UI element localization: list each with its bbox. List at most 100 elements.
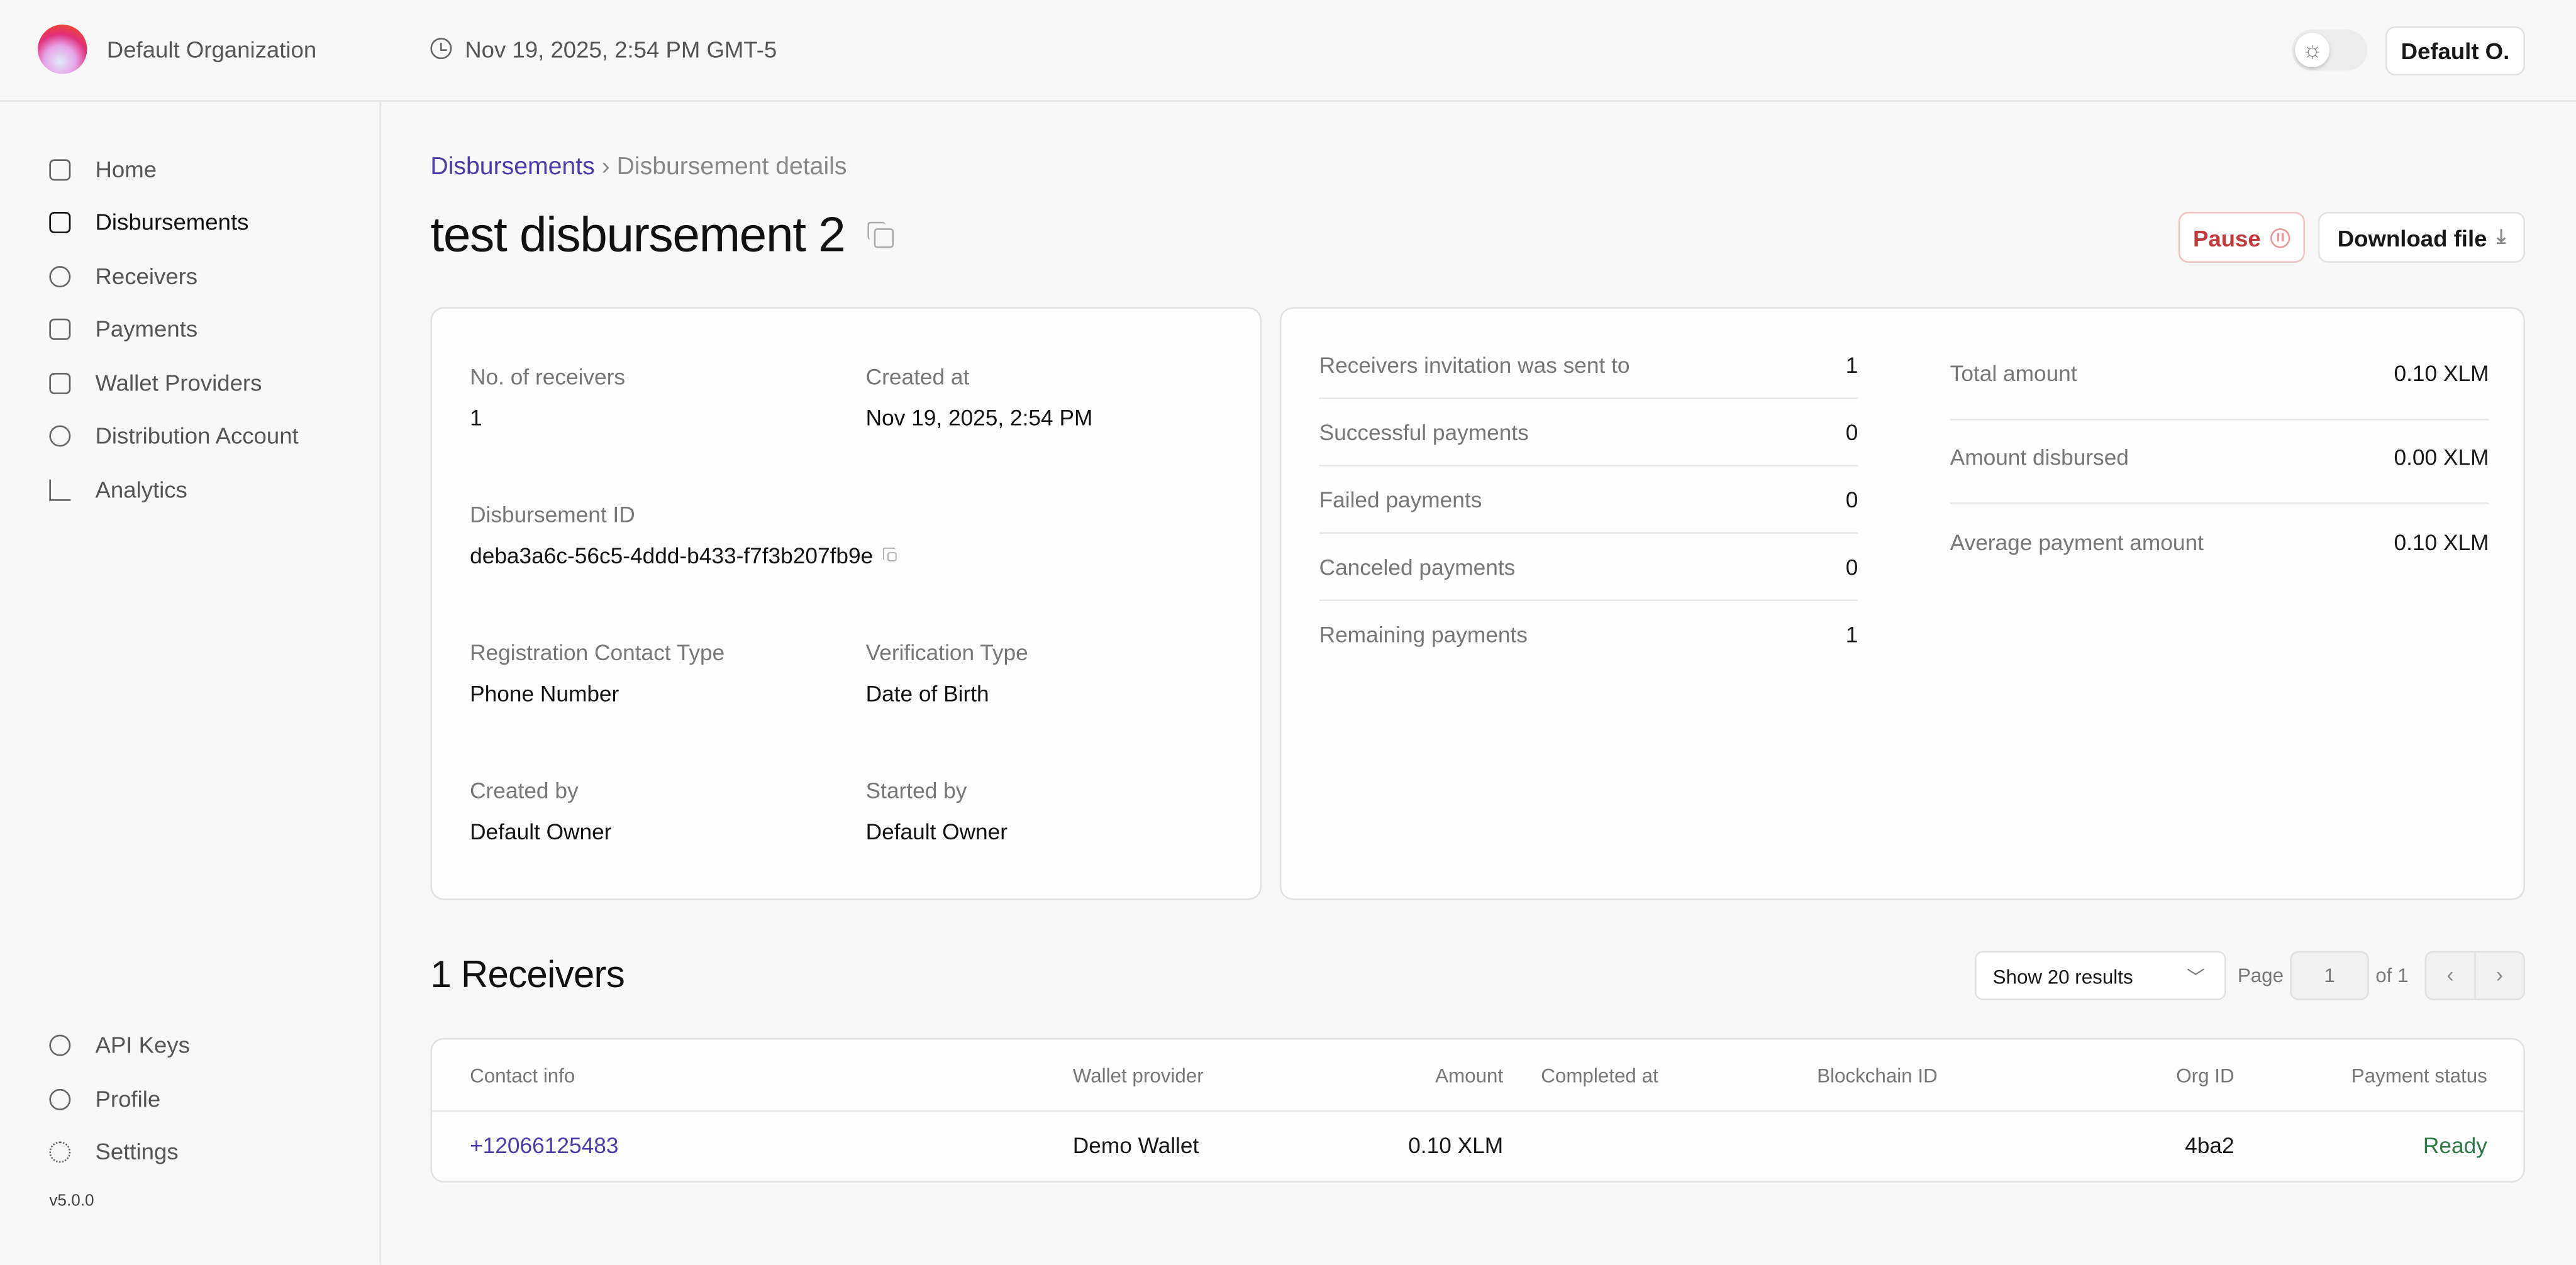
stat-value: 0 xyxy=(1845,420,1858,445)
sidebar-item-settings[interactable]: Settings xyxy=(49,1138,179,1165)
sun-icon: ☼ xyxy=(2295,33,2330,68)
column-header: Completed at xyxy=(1541,1064,1658,1088)
created-at-value: Nov 19, 2025, 2:54 PM xyxy=(865,406,1093,431)
sidebar-item-label: Wallet Providers xyxy=(95,369,262,396)
column-header: Org ID xyxy=(2176,1064,2235,1088)
home-icon xyxy=(49,158,71,180)
download-file-button[interactable]: Download file ⤓ xyxy=(2318,211,2525,263)
gear-icon xyxy=(49,1141,71,1163)
page-input[interactable]: 1 xyxy=(2290,951,2369,1000)
no-receivers-label: No. of receivers xyxy=(470,364,626,390)
amount-row: Average payment amount 0.10 XLM xyxy=(1950,531,2489,575)
stat-label: Receivers invitation was sent to xyxy=(1319,353,1630,378)
pause-icon: ıı xyxy=(2270,227,2290,248)
column-header: Amount xyxy=(1435,1064,1504,1088)
pause-label: Pause xyxy=(2192,224,2261,251)
network-icon xyxy=(49,424,71,446)
registration-contact-label: Registration Contact Type xyxy=(470,640,725,665)
breadcrumb-separator: › xyxy=(601,152,610,181)
sidebar-item-disbursements[interactable]: Disbursements xyxy=(49,209,248,235)
amount-label: Total amount xyxy=(1950,361,2077,386)
registration-contact-value: Phone Number xyxy=(470,682,619,707)
sidebar-item-label: Distribution Account xyxy=(95,422,299,449)
stat-row: Remaining payments 1 xyxy=(1319,622,1858,667)
stat-row: Receivers invitation was sent to 1 xyxy=(1319,353,1858,399)
sidebar-item-wallet-providers[interactable]: Wallet Providers xyxy=(49,370,262,396)
sidebar: Home Disbursements Receivers Payments Wa… xyxy=(0,101,382,1265)
chart-icon xyxy=(49,478,71,500)
sidebar-item-label: API Keys xyxy=(95,1031,190,1058)
sidebar-item-analytics[interactable]: Analytics xyxy=(49,476,187,503)
users-icon xyxy=(49,265,71,287)
copy-icon[interactable] xyxy=(883,548,897,562)
next-page-button[interactable]: › xyxy=(2473,951,2525,1000)
disbursement-id-label: Disbursement ID xyxy=(470,502,635,528)
page-title-wrap: test disbursement 2 xyxy=(430,209,894,265)
payment-status-badge: Ready xyxy=(2423,1133,2487,1158)
inbox-icon xyxy=(49,211,71,233)
download-icon: ⤓ xyxy=(2497,224,2506,248)
banknote-icon xyxy=(49,318,71,340)
chevron-down-icon: ﹀ xyxy=(2186,969,2205,989)
amount-label: Average payment amount xyxy=(1950,530,2204,555)
stat-label: Canceled payments xyxy=(1319,555,1516,580)
stats-card: Receivers invitation was sent to 1 Succes… xyxy=(1279,307,2525,900)
verification-type-value: Date of Birth xyxy=(865,682,989,707)
column-header: Payment status xyxy=(2351,1064,2487,1088)
stat-value: 1 xyxy=(1845,353,1858,378)
sidebar-item-home[interactable]: Home xyxy=(49,156,157,182)
wallet-provider-cell: Demo Wallet xyxy=(1072,1133,1199,1158)
stat-label: Remaining payments xyxy=(1319,622,1528,648)
verification-type-label: Verification Type xyxy=(865,640,1028,665)
amount-cell: 0.10 XLM xyxy=(1408,1133,1504,1158)
amount-value: 0.00 XLM xyxy=(2394,445,2489,470)
started-by-label: Started by xyxy=(865,778,967,804)
page-title: test disbursement 2 xyxy=(430,208,845,263)
copy-icon[interactable] xyxy=(867,221,894,248)
org-logo xyxy=(38,25,87,74)
sidebar-item-label: Profile xyxy=(95,1085,161,1112)
stat-row: Successful payments 0 xyxy=(1319,421,1858,467)
breadcrumb-disbursements[interactable]: Disbursements xyxy=(430,152,595,181)
user-menu-button[interactable]: Default O. xyxy=(2385,26,2525,76)
org-name: Default Organization xyxy=(106,36,317,63)
amount-value: 0.10 XLM xyxy=(2394,530,2489,555)
org-id-cell: 4ba2 xyxy=(2185,1133,2235,1158)
top-bar: Default Organization Nov 19, 2025, 2:54 … xyxy=(0,0,2576,102)
stat-value: 0 xyxy=(1845,555,1858,580)
download-label: Download file xyxy=(2337,224,2487,251)
receiver-contact-link[interactable]: +12066125483 xyxy=(470,1133,619,1158)
pause-button[interactable]: Pause ıı xyxy=(2178,211,2305,263)
started-by-value: Default Owner xyxy=(865,819,1008,844)
prev-page-button[interactable]: ‹ xyxy=(2424,951,2476,1000)
sidebar-item-label: Payments xyxy=(95,315,198,342)
stat-label: Successful payments xyxy=(1319,420,1529,445)
page-size-select[interactable]: Show 20 results ﹀ xyxy=(1974,951,2226,1000)
sidebar-item-label: Receivers xyxy=(95,262,198,289)
amount-row: Total amount 0.10 XLM xyxy=(1950,362,2489,421)
receivers-table xyxy=(430,1037,2525,1183)
current-datetime: Nov 19, 2025, 2:54 PM GMT-5 xyxy=(465,36,777,63)
sidebar-item-label: Analytics xyxy=(95,476,187,503)
details-card: No. of receivers 1 Created at Nov 19, 20… xyxy=(430,307,1262,900)
sidebar-item-label: Disbursements xyxy=(95,208,249,235)
stat-value: 1 xyxy=(1845,622,1858,648)
sidebar-item-payments[interactable]: Payments xyxy=(49,315,198,342)
sidebar-item-profile[interactable]: Profile xyxy=(49,1086,160,1112)
amount-label: Amount disbursed xyxy=(1950,445,2129,470)
theme-toggle[interactable]: ☼ xyxy=(2292,30,2368,71)
clock-icon xyxy=(430,38,452,60)
receivers-heading: 1 Receivers xyxy=(430,953,625,995)
app-version: v5.0.0 xyxy=(49,1192,94,1211)
sidebar-item-api-keys[interactable]: API Keys xyxy=(49,1031,190,1058)
stat-row: Failed payments 0 xyxy=(1319,488,1858,534)
stat-value: 0 xyxy=(1845,487,1858,513)
sidebar-item-label: Settings xyxy=(95,1138,179,1165)
page-count: of 1 xyxy=(2375,964,2409,987)
sidebar-item-distribution-account[interactable]: Distribution Account xyxy=(49,422,299,449)
sidebar-item-receivers[interactable]: Receivers xyxy=(49,263,197,289)
user-circle-icon xyxy=(49,1088,71,1110)
breadcrumb-current: Disbursement details xyxy=(616,152,847,181)
column-header: Contact info xyxy=(470,1064,575,1088)
created-at-label: Created at xyxy=(865,364,970,390)
